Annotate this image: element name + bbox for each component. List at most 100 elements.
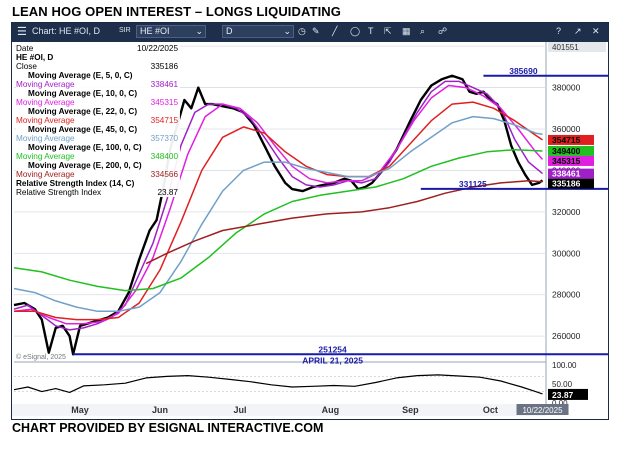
- chart-toolbar: ☰ Chart: HE #OI, D SIR HE #OI ⌄ D ⌄ ◷ ✎ …: [12, 23, 608, 42]
- legend-row: Close 335186: [16, 62, 180, 71]
- chart-window: ☰ Chart: HE #OI, D SIR HE #OI ⌄ D ⌄ ◷ ✎ …: [11, 22, 609, 420]
- legend-row: Moving Average (E, 22, 0, C): [16, 107, 180, 116]
- price-badge-label: 335186: [552, 179, 581, 189]
- legend-label: Date: [16, 44, 34, 53]
- pencil-icon[interactable]: ✎: [312, 26, 320, 36]
- x-tick-label: Oct: [483, 405, 498, 415]
- layers-icon[interactable]: ▦: [402, 26, 411, 36]
- legend-label: Close: [16, 62, 37, 71]
- price-badge-label: 354715: [552, 135, 581, 145]
- level-label: 331125: [459, 179, 487, 189]
- text-icon[interactable]: T: [368, 26, 374, 36]
- watermark-label: © eSignal, 2025: [16, 353, 66, 361]
- legend-label: Moving Average: [16, 98, 75, 107]
- x-tick-label: Sep: [402, 405, 419, 415]
- menu-icon[interactable]: ☰: [17, 26, 27, 38]
- y-top-label: 401551: [552, 43, 579, 52]
- price-axis-panel: [546, 42, 608, 411]
- legend-value: 345315: [150, 98, 178, 107]
- price-badge-label: 345315: [552, 156, 581, 166]
- chart-canvas[interactable]: 2600002800003000003200003400003600003800…: [12, 23, 608, 419]
- rsi-tick-label: 0.00: [552, 399, 568, 408]
- legend-row: Relative Strength Index 23.87: [16, 188, 180, 197]
- y-top-box: [548, 42, 606, 52]
- legend-label: Moving Average (E, 200, 0, C): [28, 161, 142, 170]
- rsi-badge-label: 23.87: [552, 390, 574, 400]
- interval-input[interactable]: D ⌄: [222, 25, 294, 38]
- close-icon[interactable]: ✕: [592, 26, 600, 36]
- series-line: [13, 148, 543, 292]
- dropdown-icon[interactable]: ⌄: [195, 26, 203, 36]
- series-line: [13, 84, 544, 325]
- legend-value: 23.87: [157, 188, 179, 197]
- help-icon[interactable]: ?: [556, 26, 562, 36]
- legend-row: HE #OI, D: [16, 53, 180, 62]
- legend-row: Moving Average 348400: [16, 152, 180, 161]
- legend-label: Moving Average: [16, 80, 75, 89]
- dropdown-icon[interactable]: ⌄: [283, 26, 291, 36]
- symbol-value: HE #OI: [140, 26, 170, 36]
- x-tick-label: May: [71, 405, 89, 415]
- symbol-input[interactable]: HE #OI ⌄: [136, 25, 206, 38]
- legend-label: Moving Average: [16, 152, 75, 161]
- legend-value: 10/22/2025: [137, 44, 178, 53]
- legend-row: Moving Average (E, 5, 0, C): [16, 71, 180, 80]
- price-badge-bg: [548, 178, 594, 189]
- price-tick-label: 320000: [552, 207, 581, 217]
- low-date-label: APRIL 21, 2025: [302, 355, 363, 365]
- price-tick-label: 300000: [552, 248, 581, 258]
- level-label: 251254: [318, 344, 347, 354]
- legend-value: 338461: [150, 80, 178, 89]
- detach-icon[interactable]: ↗: [574, 26, 582, 36]
- legend-label: Moving Average (E, 22, 0, C): [28, 107, 138, 116]
- level-label: 385690: [509, 66, 538, 76]
- cursor-icon[interactable]: ⇱: [384, 26, 392, 36]
- clock-icon[interactable]: ◷: [298, 26, 306, 36]
- price-badge-bg: [548, 145, 594, 156]
- rsi-badge-bg: [548, 388, 588, 400]
- series-line: [13, 115, 543, 313]
- date-badge-bg: [516, 404, 569, 415]
- legend-row: Moving Average 334566: [16, 170, 180, 179]
- price-tick-label: 260000: [552, 331, 581, 341]
- legend-label: Moving Average (E, 100, 0, C): [28, 143, 142, 152]
- circle-icon[interactable]: ◯: [350, 26, 361, 36]
- legend-label: Moving Average: [16, 116, 75, 125]
- legend-row: Moving Average (E, 45, 0, C): [16, 125, 180, 134]
- legend-label: Moving Average (E, 45, 0, C): [28, 125, 138, 134]
- legend-row: Moving Average (E, 10, 0, C): [16, 89, 180, 98]
- series-line: [145, 180, 543, 265]
- legend-value: 357370: [150, 134, 178, 143]
- legend-value: 335186: [150, 62, 178, 71]
- legend-label: Moving Average (E, 10, 0, C): [28, 89, 138, 98]
- series-line: [13, 74, 544, 356]
- rsi-tick-label: 100.00: [552, 361, 577, 370]
- legend-row: Relative Strength Index (14, C): [16, 179, 180, 188]
- rsi-tick-label: 50.00: [552, 380, 573, 389]
- x-axis-strip: [12, 404, 546, 416]
- legend-row: Date 10/22/2025: [16, 44, 180, 53]
- price-badge-label: 349400: [552, 146, 581, 156]
- rsi-line: [13, 374, 543, 395]
- chart-label: Chart: HE #OI, D: [32, 26, 101, 36]
- link-icon[interactable]: ☍: [438, 26, 448, 36]
- zoom-icon[interactable]: ⌕: [420, 26, 426, 36]
- legend-row: Moving Average 338461: [16, 80, 180, 89]
- price-tick-label: 380000: [552, 83, 581, 93]
- legend-value: 348400: [150, 152, 178, 161]
- x-tick-label: Jun: [152, 405, 168, 415]
- price-badge-label: 338461: [552, 169, 581, 179]
- sym-label: SIR: [119, 27, 131, 34]
- price-tick-label: 280000: [552, 290, 581, 300]
- legend-label: Relative Strength Index (14, C): [16, 179, 135, 188]
- legend-value: 334566: [150, 170, 178, 179]
- series-line: [14, 101, 543, 321]
- legend-label: Moving Average: [16, 170, 75, 179]
- legend-label: Moving Average: [16, 134, 75, 143]
- x-tick-label: Aug: [322, 405, 340, 415]
- page-footer: CHART PROVIDED BY ESIGNAL INTERACTIVE.CO…: [12, 421, 324, 435]
- interval-value: D: [226, 26, 233, 36]
- line-icon[interactable]: ╱: [332, 26, 338, 36]
- legend-label: HE #OI, D: [16, 53, 54, 62]
- price-badge-bg: [548, 168, 594, 179]
